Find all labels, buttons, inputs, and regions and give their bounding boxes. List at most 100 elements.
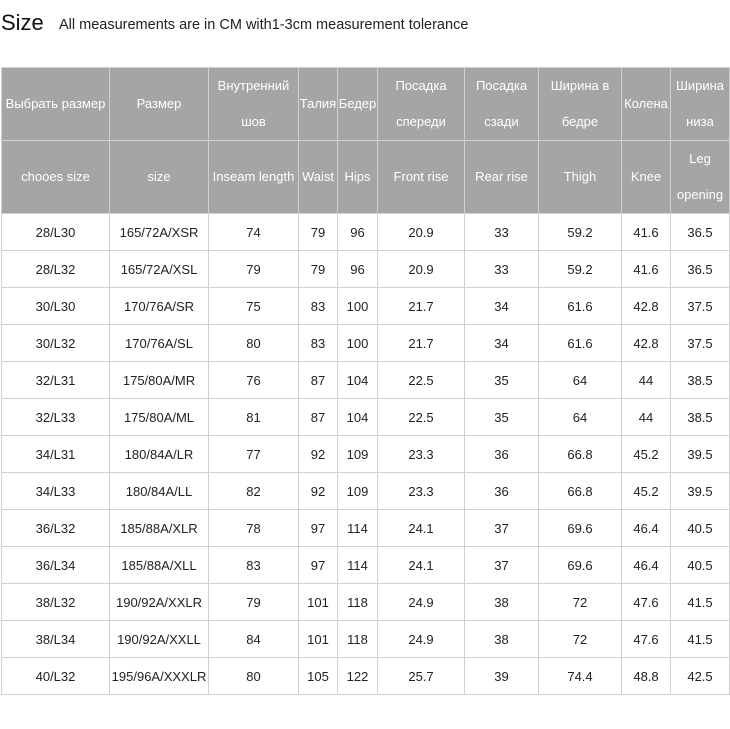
- cell: 44: [621, 398, 671, 436]
- cell: 40/L32: [1, 657, 110, 695]
- cell: 38: [464, 583, 539, 621]
- cell: 97: [298, 546, 338, 584]
- cell: 69.6: [538, 546, 622, 584]
- cell: 23.3: [377, 472, 465, 510]
- cell: 114: [337, 509, 378, 547]
- cell: 122: [337, 657, 378, 695]
- cell: 36: [464, 472, 539, 510]
- cell: 114: [337, 546, 378, 584]
- cell: 30/L32: [1, 324, 110, 362]
- cell: 64: [538, 398, 622, 436]
- cell: 64: [538, 361, 622, 399]
- cell: 21.7: [377, 324, 465, 362]
- cell: 34/L33: [1, 472, 110, 510]
- cell: 32/L31: [1, 361, 110, 399]
- header-cell: Размер: [109, 67, 209, 141]
- cell: 66.8: [538, 435, 622, 473]
- cell: 80: [208, 657, 299, 695]
- cell: 25.7: [377, 657, 465, 695]
- cell: 28/L32: [1, 250, 110, 288]
- cell: 24.1: [377, 509, 465, 547]
- cell: 20.9: [377, 213, 465, 251]
- data-row: 38/L34 190/92A/XXLL 84 101 118 24.9 38 72 47.6 41…: [1, 620, 730, 658]
- cell: 38/L32: [1, 583, 110, 621]
- cell: 195/96A/XXXLR: [109, 657, 209, 695]
- cell: 36: [464, 435, 539, 473]
- cell: 39.5: [670, 472, 730, 510]
- header-cell: Leg opening: [670, 140, 730, 214]
- title: Size: [1, 10, 44, 35]
- cell: 22.5: [377, 361, 465, 399]
- cell: 92: [298, 435, 338, 473]
- cell: 74.4: [538, 657, 622, 695]
- cell: 175/80A/MR: [109, 361, 209, 399]
- cell: 34/L31: [1, 435, 110, 473]
- header-cell: Посадка спереди: [377, 67, 465, 141]
- cell: 21.7: [377, 287, 465, 325]
- cell: 42.5: [670, 657, 730, 695]
- data-row: 36/L32 185/88A/XLR 78 97 114 24.1 37 69.6 46.4 40…: [1, 509, 730, 547]
- cell: 40.5: [670, 509, 730, 547]
- cell: 83: [298, 287, 338, 325]
- cell: 59.2: [538, 213, 622, 251]
- cell: 41.6: [621, 250, 671, 288]
- data-row: 30/L32 170/76A/SL 80 83 100 21.7 34 61.6 42.8 37.…: [1, 324, 730, 362]
- cell: 38.5: [670, 398, 730, 436]
- cell: 41.5: [670, 620, 730, 658]
- cell: 35: [464, 361, 539, 399]
- cell: 36/L34: [1, 546, 110, 584]
- cell: 61.6: [538, 324, 622, 362]
- cell: 36.5: [670, 213, 730, 251]
- cell: 77: [208, 435, 299, 473]
- cell: 45.2: [621, 472, 671, 510]
- cell: 24.9: [377, 583, 465, 621]
- cell: 96: [337, 213, 378, 251]
- cell: 48.8: [621, 657, 671, 695]
- cell: 79: [208, 250, 299, 288]
- data-row: 28/L30 165/72A/XSR 74 79 96 20.9 33 59.2 41.6 36.…: [1, 213, 730, 251]
- header-cell: size: [109, 140, 209, 214]
- cell: 42.8: [621, 324, 671, 362]
- cell: 61.6: [538, 287, 622, 325]
- data-row: 30/L30 170/76A/SR 75 83 100 21.7 34 61.6 42.8 37.…: [1, 287, 730, 325]
- cell: 82: [208, 472, 299, 510]
- cell: 83: [208, 546, 299, 584]
- cell: 101: [298, 583, 338, 621]
- cell: 109: [337, 435, 378, 473]
- cell: 165/72A/XSR: [109, 213, 209, 251]
- cell: 59.2: [538, 250, 622, 288]
- cell: 36.5: [670, 250, 730, 288]
- header-cell: Inseam length: [208, 140, 299, 214]
- header-cell: Посадка сзади: [464, 67, 539, 141]
- cell: 66.8: [538, 472, 622, 510]
- cell: 33: [464, 213, 539, 251]
- cell: 79: [298, 213, 338, 251]
- cell: 185/88A/XLL: [109, 546, 209, 584]
- cell: 34: [464, 287, 539, 325]
- subtitle: All measurements are in CM with1-3cm mea…: [59, 17, 469, 33]
- cell: 190/92A/XXLR: [109, 583, 209, 621]
- cell: 87: [298, 398, 338, 436]
- cell: 36/L32: [1, 509, 110, 547]
- header-cell: Колена: [621, 67, 671, 141]
- cell: 180/84A/LR: [109, 435, 209, 473]
- header-cell: chooes size: [1, 140, 110, 214]
- cell: 72: [538, 583, 622, 621]
- header-row: Выбрать размер Размер Внутренний шов Талия Б…: [1, 67, 730, 141]
- cell: 47.6: [621, 583, 671, 621]
- cell: 104: [337, 398, 378, 436]
- cell: 83: [298, 324, 338, 362]
- cell: 92: [298, 472, 338, 510]
- cell: 185/88A/XLR: [109, 509, 209, 547]
- cell: 75: [208, 287, 299, 325]
- header-cell: Ширина в бедре: [538, 67, 622, 141]
- cell: 100: [337, 287, 378, 325]
- cell: 100: [337, 324, 378, 362]
- cell: 180/84A/LL: [109, 472, 209, 510]
- cell: 105: [298, 657, 338, 695]
- cell: 165/72A/XSL: [109, 250, 209, 288]
- data-row: 32/L31 175/80A/MR 76 87 104 22.5 35 64 44 38.5: [1, 361, 730, 399]
- cell: 33: [464, 250, 539, 288]
- cell: 35: [464, 398, 539, 436]
- cell: 38: [464, 620, 539, 658]
